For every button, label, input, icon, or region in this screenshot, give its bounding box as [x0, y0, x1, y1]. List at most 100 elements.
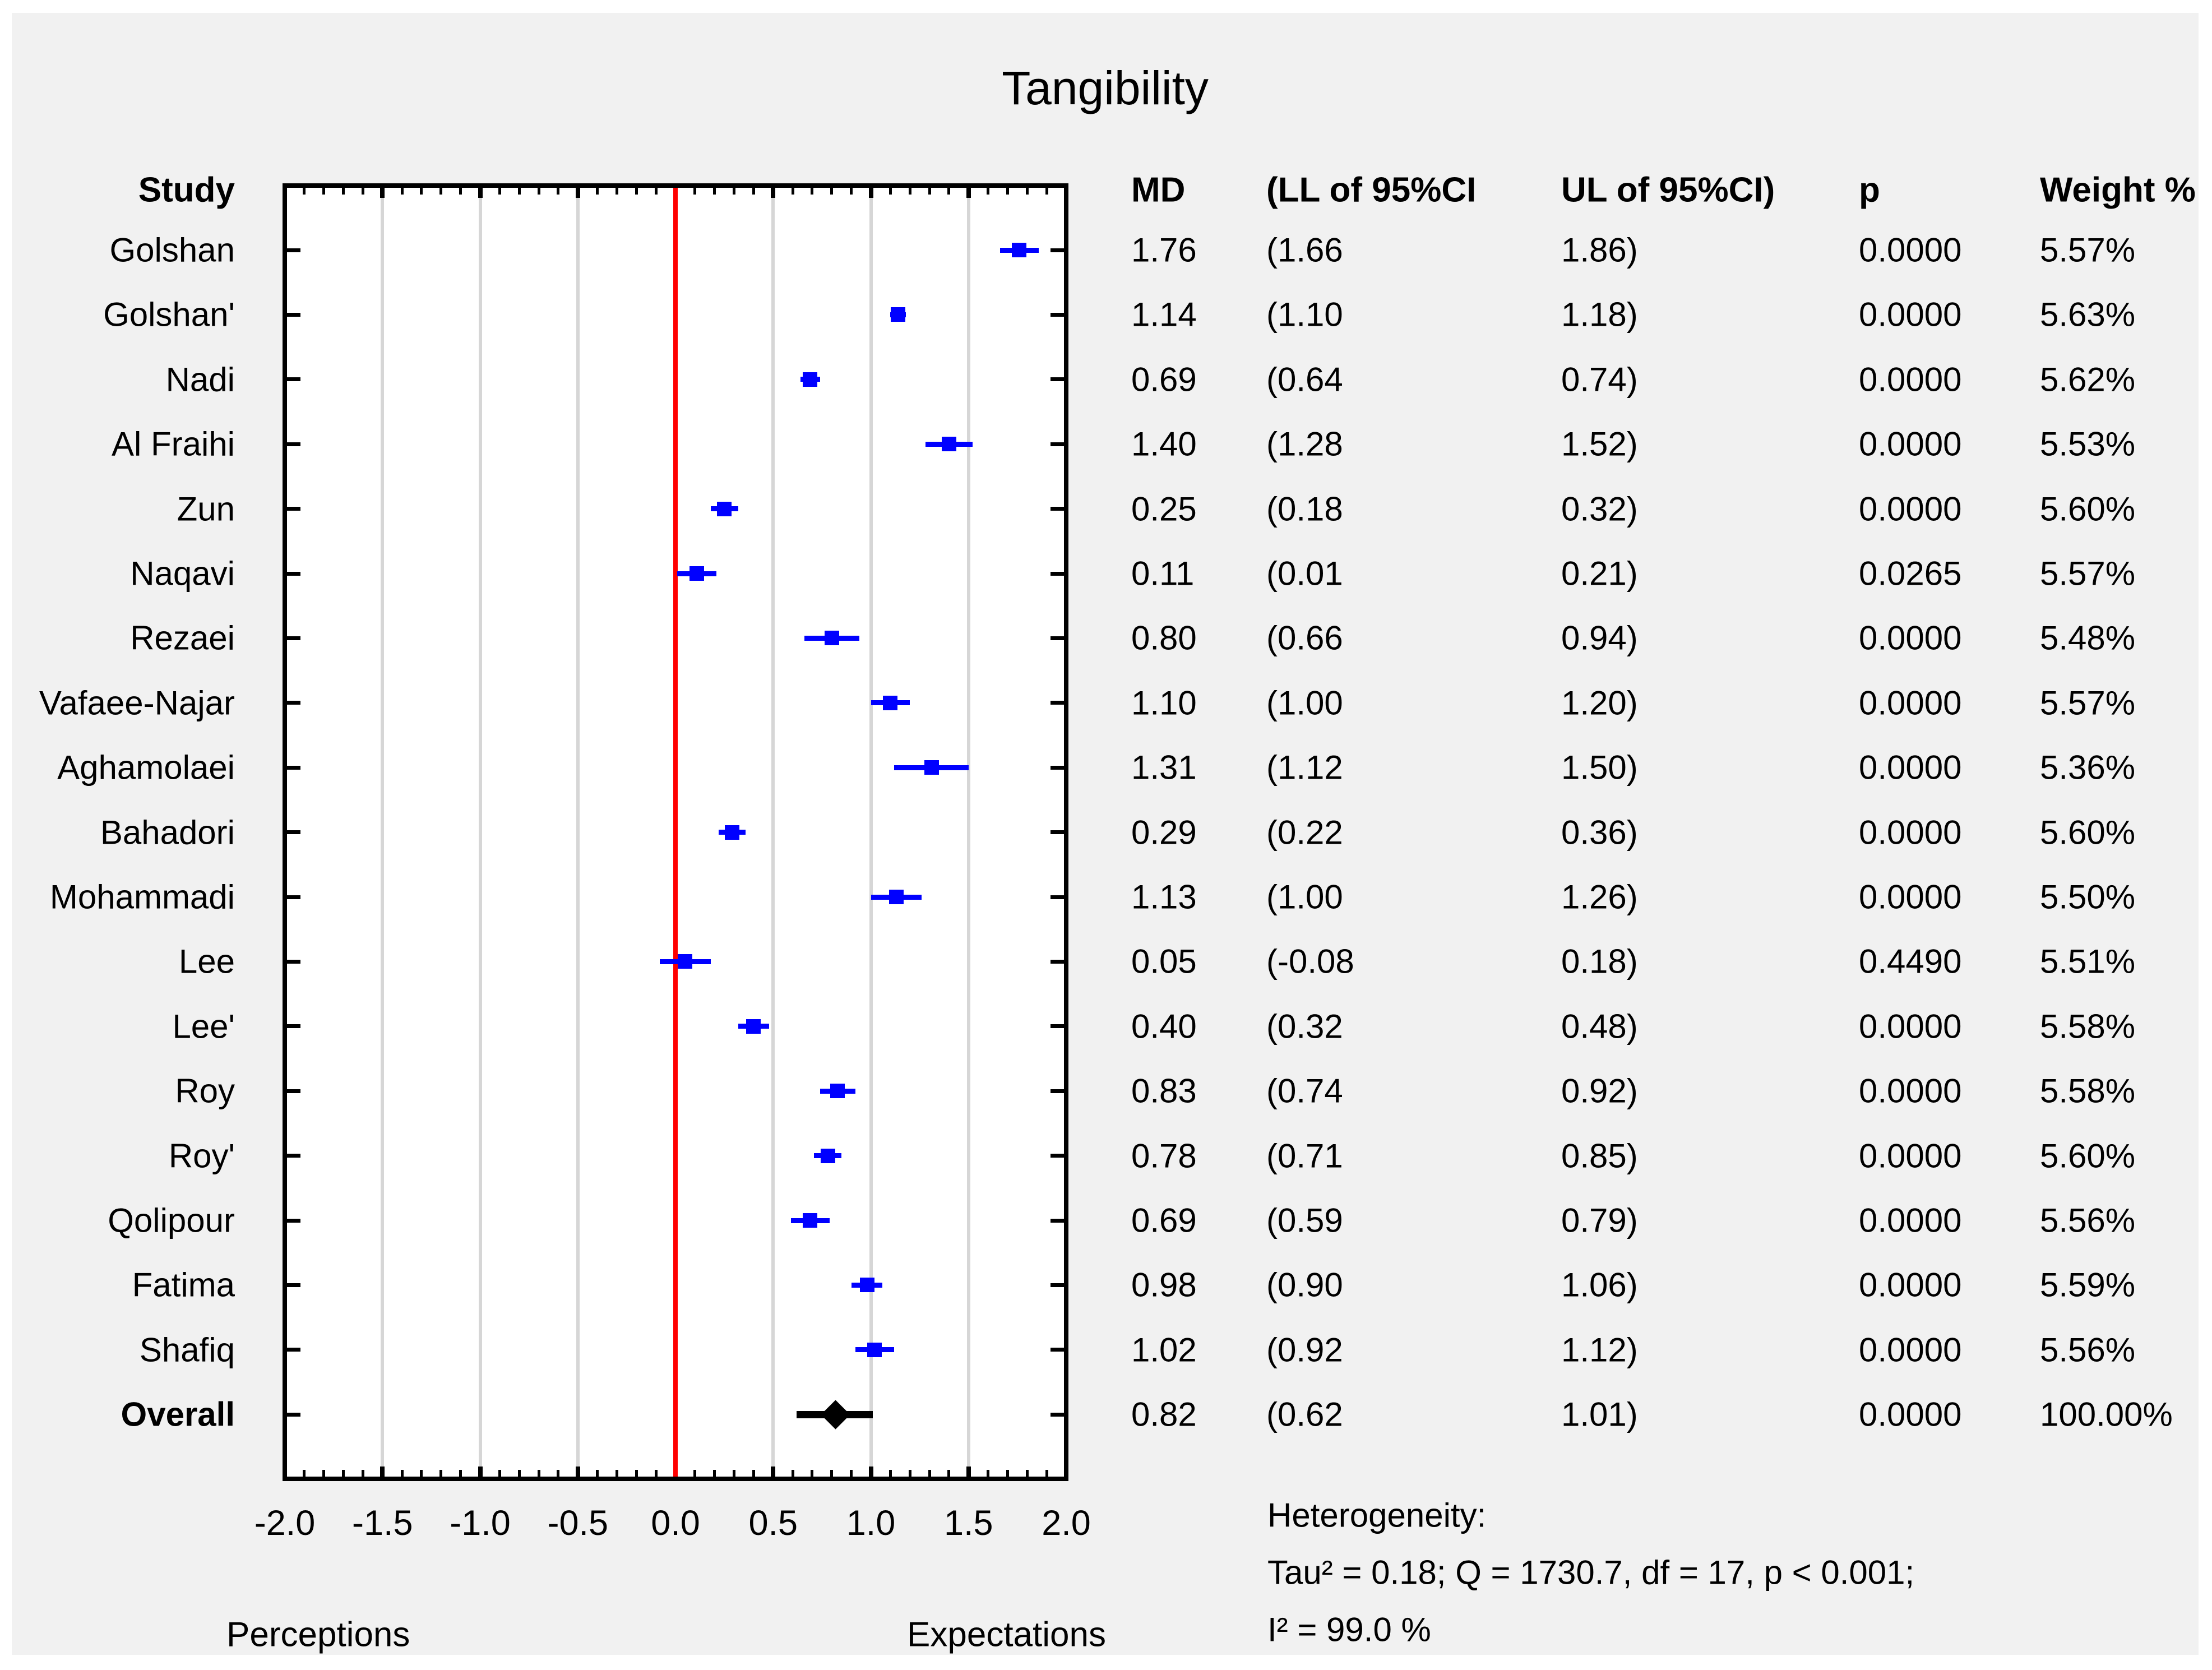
x-tick	[850, 188, 853, 195]
effect-square-marker	[924, 760, 939, 775]
x-tick	[517, 188, 521, 195]
p-value: 0.0000	[1859, 748, 1962, 787]
study-label: Al Fraihi	[111, 425, 235, 463]
row-tick	[287, 1024, 300, 1029]
effect-square-marker	[678, 954, 693, 969]
row-tick	[1051, 507, 1064, 511]
md-value: 0.69	[1131, 1201, 1197, 1239]
study-label: Roy'	[168, 1137, 235, 1175]
x-tick	[908, 1470, 911, 1477]
study-label: Zun	[177, 490, 235, 528]
x-tick	[1045, 1470, 1048, 1477]
row-tick	[1051, 442, 1064, 446]
ul-value: 0.79)	[1561, 1201, 1638, 1239]
ul-value: 0.92)	[1561, 1072, 1638, 1110]
x-tick	[478, 188, 483, 198]
x-tick	[575, 1467, 580, 1477]
x-tick	[830, 188, 834, 195]
md-value: 1.31	[1131, 748, 1197, 787]
x-grid-line	[869, 186, 873, 1479]
ul-value: 1.52)	[1561, 425, 1638, 463]
x-tick	[928, 1470, 931, 1477]
x-tick	[791, 188, 794, 195]
md-value: 0.40	[1131, 1007, 1197, 1046]
study-label: Aghamolaei	[57, 748, 235, 787]
x-tick	[322, 1470, 326, 1477]
weight-value: 5.50%	[2040, 878, 2136, 916]
row-tick	[287, 1218, 300, 1223]
ul-value: 0.36)	[1561, 813, 1638, 852]
effect-square-marker	[867, 1342, 882, 1357]
x-tick	[713, 188, 716, 195]
ul-value: 0.85)	[1561, 1137, 1638, 1175]
x-tick	[771, 1467, 776, 1477]
column-header-ll: (LL of 95%CI	[1266, 170, 1477, 210]
md-value: 0.80	[1131, 619, 1197, 657]
ll-value: (0.90	[1266, 1266, 1343, 1304]
weight-value: 5.36%	[2040, 748, 2136, 787]
effect-square-marker	[717, 501, 732, 516]
row-tick	[287, 959, 300, 964]
md-value: 0.98	[1131, 1266, 1197, 1304]
heterogeneity-stats: Tau² = 0.18; Q = 1730.7, df = 17, p < 0.…	[1267, 1553, 1915, 1592]
figure-panel: Tangibility Study MD (LL of 95%CI UL of …	[12, 13, 2199, 1655]
x-tick	[733, 188, 736, 195]
x-tick-label: -1.0	[450, 1503, 511, 1543]
ul-value: 0.74)	[1561, 360, 1638, 399]
md-value: 0.82	[1131, 1395, 1197, 1433]
column-header-p: p	[1859, 170, 1880, 210]
x-tick	[439, 1470, 443, 1477]
weight-value: 5.58%	[2040, 1007, 2136, 1046]
p-value: 0.4490	[1859, 942, 1962, 980]
effect-square-marker	[888, 890, 904, 904]
effect-square-marker	[1012, 243, 1027, 257]
effect-square-marker	[725, 825, 740, 840]
x-tick	[966, 188, 971, 198]
p-value: 0.0000	[1859, 425, 1962, 463]
x-tick	[908, 188, 911, 195]
x-tick	[830, 1470, 834, 1477]
row-tick	[287, 442, 300, 446]
column-header-weight: Weight %	[2040, 170, 2196, 210]
x-grid-line	[771, 186, 775, 1479]
chart-title: Tangibility	[1002, 62, 1209, 114]
effect-square-marker	[859, 1278, 874, 1293]
row-tick	[1051, 830, 1064, 835]
weight-value: 100.00%	[2040, 1395, 2173, 1433]
x-tick	[361, 1470, 364, 1477]
x-tick	[303, 1470, 306, 1477]
x-tick	[771, 188, 776, 198]
x-tick	[947, 1470, 951, 1477]
x-tick	[557, 188, 560, 195]
x-tick	[654, 188, 658, 195]
row-tick	[1051, 701, 1064, 705]
study-label: Nadi	[165, 360, 235, 399]
md-value: 0.11	[1131, 554, 1195, 593]
x-tick	[733, 1470, 736, 1477]
ul-value: 1.12)	[1561, 1331, 1638, 1369]
x-tick	[811, 188, 814, 195]
effect-square-marker	[689, 566, 705, 581]
row-tick	[1051, 1283, 1064, 1287]
weight-value: 5.62%	[2040, 360, 2136, 399]
study-label: Lee	[178, 942, 235, 980]
ul-value: 1.06)	[1561, 1266, 1638, 1304]
x-axis-label-left: Perceptions	[226, 1615, 410, 1654]
p-value: 0.0000	[1859, 1201, 1962, 1239]
x-tick	[987, 188, 990, 195]
column-header-md: MD	[1131, 170, 1186, 210]
p-value: 0.0000	[1859, 878, 1962, 916]
weight-value: 5.60%	[2040, 1137, 2136, 1175]
ul-value: 0.32)	[1561, 490, 1638, 528]
study-label: Vafaee-Najar	[39, 684, 235, 722]
x-tick	[868, 188, 873, 198]
p-value: 0.0000	[1859, 1266, 1962, 1304]
x-tick	[713, 1470, 716, 1477]
ul-value: 0.48)	[1561, 1007, 1638, 1046]
study-label: Mohammadi	[49, 878, 235, 916]
row-tick	[287, 1412, 300, 1417]
x-tick	[400, 1470, 404, 1477]
p-value: 0.0000	[1859, 490, 1962, 528]
x-grid-line	[576, 186, 580, 1479]
heterogeneity-title: Heterogeneity:	[1267, 1496, 1487, 1534]
